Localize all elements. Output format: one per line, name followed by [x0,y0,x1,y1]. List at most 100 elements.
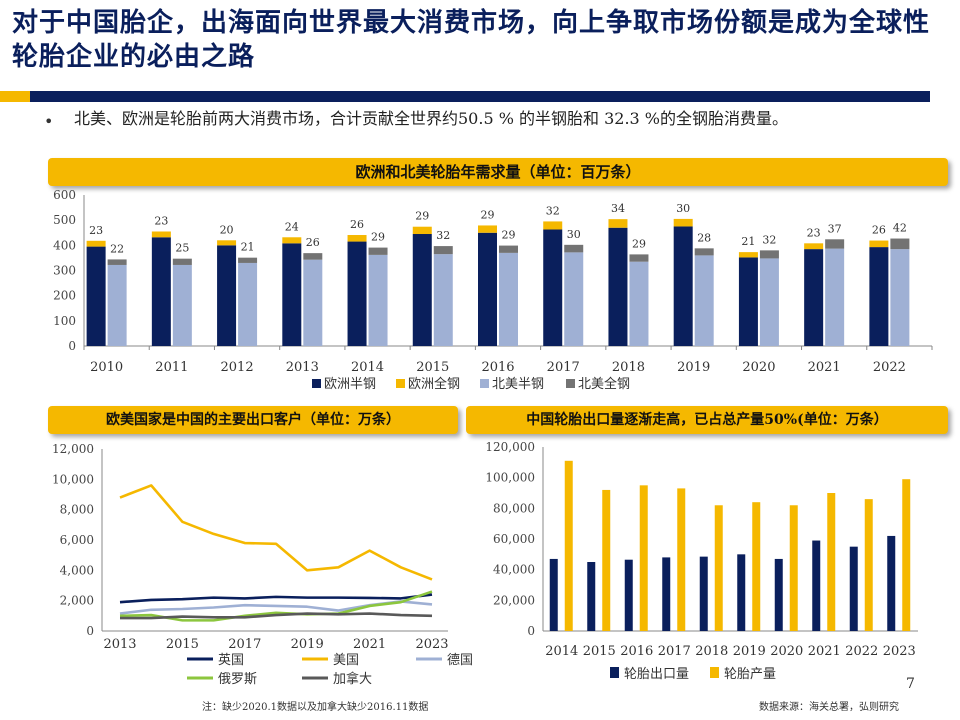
chart1-bar-europe-all-steel [478,225,497,233]
chart1-data-label-na: 22 [110,242,124,255]
chart1-data-label-na: 29 [632,237,646,250]
chart1-data-label-na: 29 [371,231,385,244]
chart1-data-label-na: 30 [567,228,581,241]
chart1-bar-na-all-steel [759,250,779,259]
chart1-bar-europe-all-steel [86,240,106,247]
chart1-x-tick-label: 2019 [677,360,710,375]
chart1-data-label-europe: 24 [285,220,299,233]
chart3-x-tick-label: 2017 [658,644,691,659]
chart1-y-tick-label: 400 [53,238,76,252]
chart2-legend-label: 俄罗斯 [218,672,257,687]
chart1-bar-na-semi-steel [238,262,258,346]
chart3-bar-export [587,562,596,631]
chart1-bar-na-all-steel [564,244,584,253]
chart3-bar-export [887,535,896,631]
chart1-bar-na-semi-steel [107,264,127,346]
chart3-bar-production [714,505,723,631]
chart1-x-tick-label: 2013 [286,360,319,375]
chart1-bar-na-semi-steel [368,254,388,346]
chart1-data-label-europe: 23 [89,224,103,237]
chart2-legend-label: 德国 [447,653,473,668]
chart3-bar-export [849,546,858,631]
chart1-bar-na-all-steel [694,248,714,256]
chart1-bar-na-all-steel [433,246,453,255]
chart2-x-tick-label: 2013 [103,637,136,652]
chart1-bar-europe-all-steel [738,252,758,258]
chart1-y-tick-label: 200 [53,289,76,303]
chart1-data-label-europe: 26 [350,218,364,231]
chart1-x-tick-label: 2017 [547,360,580,375]
chart3-bar-production [639,485,648,631]
chart3-bar-export [662,557,671,631]
chart1-bar-europe-semi-steel [543,229,563,346]
chart1-data-label-europe: 23 [807,226,821,239]
chart1-legend-label: 欧洲全钢 [408,376,460,392]
chart2-legend-label: 英国 [218,653,244,668]
chart2-y-tick-label: 10,000 [52,472,94,486]
chart1-bar-europe-semi-steel [412,234,432,346]
bullet-text: 北美、欧洲是轮胎前两大消费市场，合计贡献全世界约50.5 % 的半钢胎和 32.… [74,109,789,128]
chart1-data-label-europe: 23 [154,214,168,227]
chart3-x-tick-label: 2023 [883,644,916,659]
chart1-y-tick-label: 600 [53,188,76,202]
chart1-bar-na-semi-steel [694,255,714,346]
chart1-bar-na-all-steel [172,258,192,265]
chart1-x-tick-label: 2022 [873,360,906,375]
chart1-bar-na-all-steel [238,257,258,263]
chart1-data-label-na: 32 [762,233,776,246]
chart1-bar-na-all-steel [890,238,910,250]
chart1-x-tick-label: 2011 [155,360,188,375]
chart3-bar-export [812,540,821,631]
chart3-bar-export [699,556,708,631]
chart1-bar-na-all-steel [499,245,518,253]
chart3-y-tick-label: 0 [527,624,535,638]
chart1-y-tick-label: 100 [53,314,76,328]
chart1-bar-europe-semi-steel [869,247,889,346]
chart1-bar-europe-all-steel [543,221,563,230]
chart1-bar-europe-semi-steel [804,249,824,346]
chart1-bar-europe-all-steel [673,218,693,227]
chart1-bar-europe-all-steel [412,226,432,235]
chart3-bar-production [752,502,761,631]
chart2-y-tick-label: 8,000 [60,503,94,517]
chart1-data-label-na: 26 [306,236,320,249]
chart1-legend-swatch [566,379,575,388]
chart3-x-tick-label: 2014 [545,644,578,659]
bullet-symbol: • [44,112,54,131]
chart3-bar-production [789,505,798,631]
title-rule-accent [0,91,30,102]
chart1-bar-europe-all-steel [347,235,367,242]
chart2-title-banner: 欧美国家是中国的主要出口客户（单位：万条） [48,406,458,434]
chart3-bar-production [677,488,686,631]
chart1-data-label-europe: 34 [611,202,625,215]
chart3-legend-swatch [610,667,619,678]
chart1-data-label-na: 21 [241,241,255,254]
chart3-y-tick-label: 20,000 [493,593,535,607]
chart1-data-label-europe: 29 [481,208,495,221]
chart1-data-label-na: 37 [828,222,842,235]
title-rule [30,91,930,102]
chart1-bar-europe-all-steel [217,240,237,246]
chart1-bar-na-semi-steel [759,258,779,346]
chart2-series-line [120,612,433,620]
page-number: 7 [906,676,915,692]
page-title: 对于中国胎企，出海面向世界最大消费市场，向上争取市场份额是成为全球性轮胎企业的必… [12,8,931,72]
footnote: 注：缺少2020.1数据以及加拿大缺少2016.11数据 [202,702,429,713]
chart1-bar-europe-semi-steel [86,246,106,346]
chart1-x-tick-label: 2010 [90,360,123,375]
chart1-legend-label: 北美半钢 [492,377,544,392]
chart2-y-tick-label: 0 [86,624,94,638]
chart3-y-tick-label: 120,000 [485,440,535,454]
chart2-series-line [119,600,433,615]
data-source: 数据来源：海关总署，弘则研究 [759,702,899,713]
chart3-x-tick-label: 2021 [808,644,841,659]
chart1-data-label-na: 29 [502,229,516,242]
chart2-legend-label: 加拿大 [333,671,372,687]
chart3-legend-label: 轮胎出口量 [624,667,689,682]
chart1-bar-na-semi-steel [303,259,323,346]
chart3-bar-production [902,479,911,631]
chart1-legend-swatch [396,379,405,388]
chart2-x-tick-label: 2019 [291,637,324,652]
chart1-bar-na-semi-steel [433,254,453,346]
chart1-bar-na-all-steel [825,239,845,249]
